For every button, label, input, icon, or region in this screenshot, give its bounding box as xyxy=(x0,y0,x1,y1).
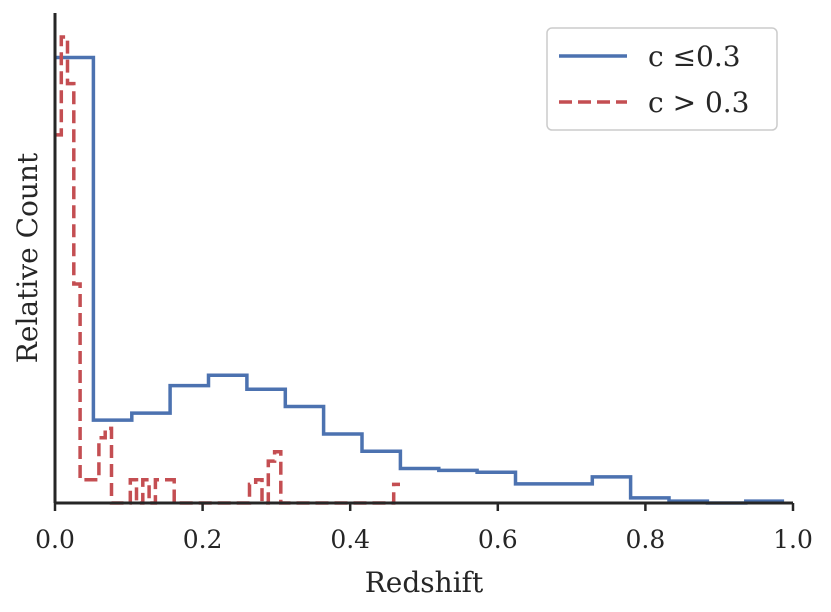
legend-label-c-gt-0.3: c > 0.3 xyxy=(648,86,749,119)
series-0-step-line xyxy=(55,55,785,505)
x-ticks: 0.0 0.2 0.4 0.6 0.8 1.0 xyxy=(35,503,813,554)
legend-label-c-le-0.3: c ≤0.3 xyxy=(648,40,741,73)
x-tick-label: 0.4 xyxy=(330,525,370,554)
y-axis-label: Relative Count xyxy=(11,152,44,363)
x-tick-label: 0.6 xyxy=(478,525,518,554)
x-tick-label: 1.0 xyxy=(773,525,813,554)
legend: c ≤0.3 c > 0.3 xyxy=(546,27,778,131)
x-tick-label: 0.0 xyxy=(35,525,75,554)
x-tick-label: 0.8 xyxy=(626,525,666,554)
x-tick-label: 0.2 xyxy=(183,525,223,554)
x-axis-label: Redshift xyxy=(365,566,484,599)
legend-box xyxy=(546,27,778,131)
